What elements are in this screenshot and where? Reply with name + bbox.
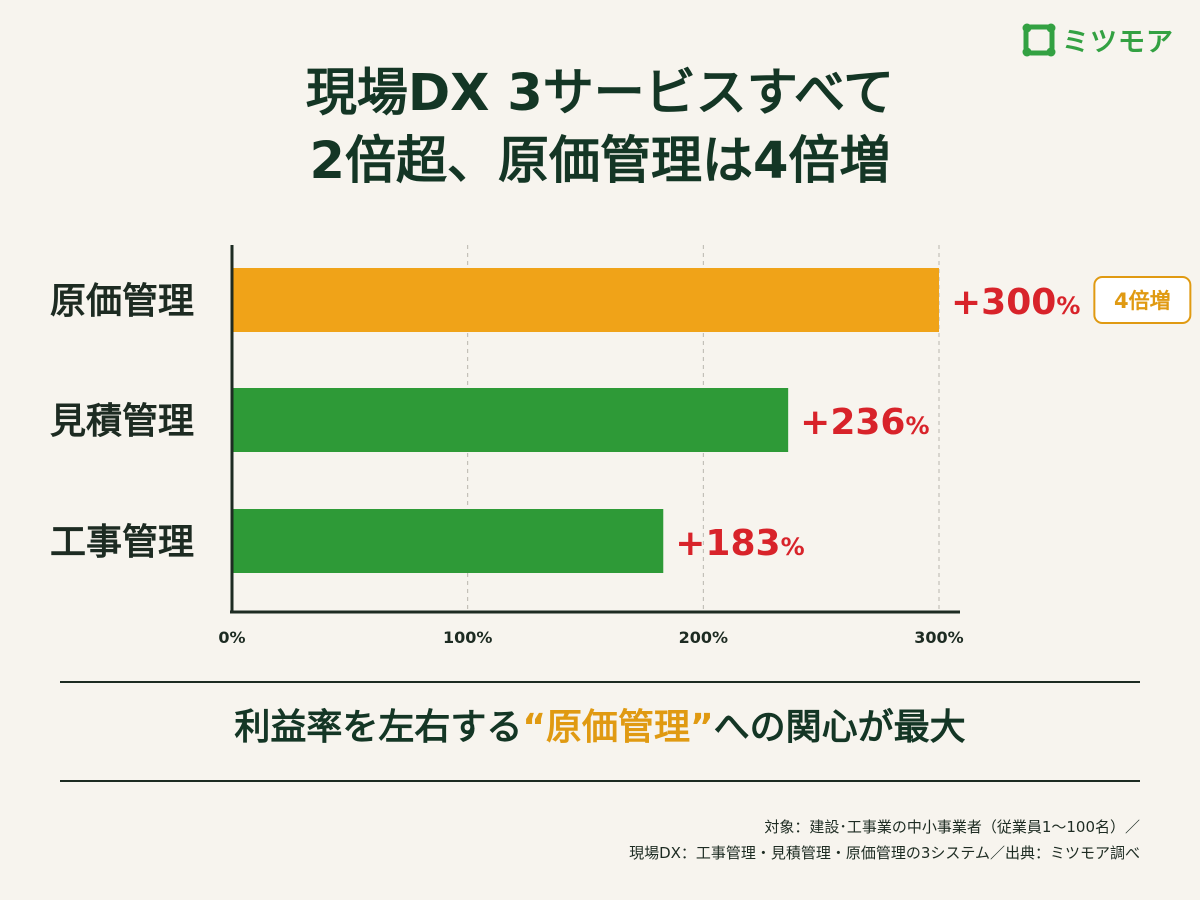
value-label: +183%: [675, 523, 804, 564]
title-line-1: 現場DX 3サービスすべて: [305, 64, 895, 123]
brand-logo: ミツモア: [1022, 20, 1174, 59]
footnote-line-1: 対象：建設･工事業の中小事業者（従業員1～100名）／: [764, 818, 1140, 836]
title-line-2: 2倍超、原価管理は4倍増: [309, 132, 891, 191]
divider-bottom: [60, 780, 1140, 782]
footnote-line-2: 現場DX：工事管理・見積管理・原価管理の3システム／出典：ミツモア調べ: [629, 844, 1140, 862]
callout-before: 利益率を左右する: [234, 707, 523, 748]
category-label: 原価管理: [50, 281, 194, 322]
badge-text: 4倍増: [1114, 289, 1171, 313]
x-tick-label: 200%: [679, 628, 728, 647]
value-label: +236%: [800, 402, 929, 443]
bar-3: [232, 509, 664, 573]
bar-1: [232, 268, 939, 332]
callout-after: への関心が最大: [713, 707, 966, 748]
x-tick-label: 300%: [914, 628, 963, 647]
footnote: 対象：建設･工事業の中小事業者（従業員1～100名）／ 現場DX：工事管理・見積…: [629, 814, 1140, 866]
mitsumoa-logo-icon: [1022, 23, 1056, 56]
category-label: 見積管理: [50, 401, 194, 442]
badge-box: [1093, 276, 1192, 324]
category-label: 工事管理: [50, 522, 194, 563]
value-label: +300%: [951, 282, 1080, 323]
brand-name: ミツモア: [1062, 27, 1174, 58]
callout-highlight: “原価管理”: [522, 707, 714, 748]
bar-2: [232, 388, 789, 452]
page-title: 現場DX 3サービスすべて 2倍超、原価管理は4倍増: [0, 60, 1200, 196]
x-tick-label: 100%: [443, 628, 492, 647]
divider-top: [60, 681, 1140, 683]
x-tick-label: 0%: [218, 628, 245, 647]
callout-text: 利益率を左右する“原価管理”への関心が最大: [0, 698, 1200, 750]
